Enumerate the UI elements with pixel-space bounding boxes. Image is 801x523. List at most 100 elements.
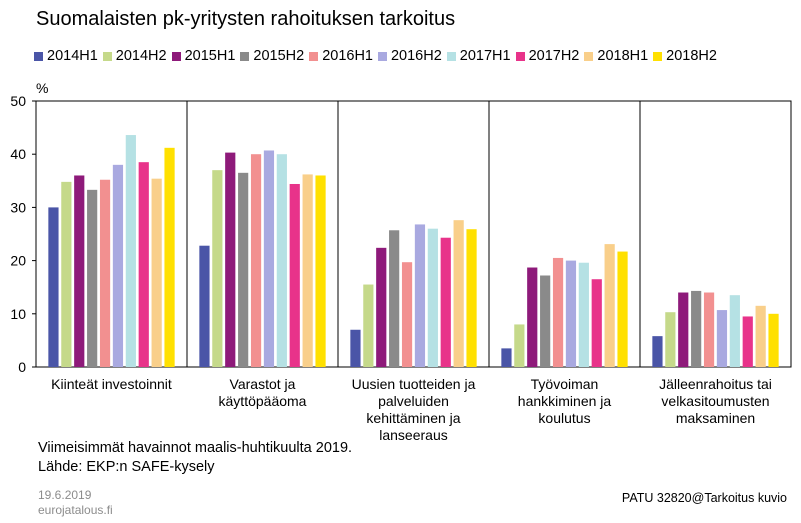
legend-label: 2018H1 [597,48,649,64]
bar-2014h2-cat3 [363,284,374,367]
legend: 2014H1 2014H2 2015H1 2015H2 2016H1 2016H2 2017… [34,48,722,64]
bar-2018h1-cat5 [755,305,766,367]
category-label: Työvoiman hankkiminen ja koulutus [490,376,640,427]
bar-2018h2-cat5 [768,313,779,367]
plot-frame [35,100,792,368]
bar-2016h2-cat5 [716,310,728,367]
bar-2016h1-cat2 [250,154,262,367]
bar-2018h2-cat2 [315,175,326,367]
legend-item: 2015H1 [171,48,235,64]
bar-2016h2-cat2 [263,150,275,367]
category-label-line: lanseeraus [379,427,448,443]
category-label: Kiinteät investoinnit [37,376,187,393]
bar-2017h2-cat1 [138,162,149,367]
site-name: eurojatalous.fi [38,503,113,517]
bar-2015h2-cat2 [238,172,249,367]
bar-2017h2-cat3 [440,237,451,367]
y-tick-label: 50 [10,93,26,109]
bar-2018h2-cat3 [466,229,477,367]
bar-2015h1-cat4 [527,267,538,367]
bar-2018h1-cat2 [302,174,313,367]
legend-swatch [34,51,43,61]
bar-2014h1-cat1 [48,207,59,367]
legend-item: 2015H2 [240,48,304,64]
legend-label: 2018H2 [666,48,717,64]
bar-2017h2-cat5 [742,316,753,367]
bar-2017h2-cat2 [289,183,300,367]
legend-swatch [240,51,250,61]
legend-item: 2014H1 [34,48,98,64]
bar-2018h1-cat3 [453,220,464,367]
publish-date: 19.6.2019 [38,488,92,502]
bar-2015h2-cat5 [691,290,702,367]
bar-2014h2-cat2 [212,170,223,367]
legend-item: 2018H1 [584,48,648,64]
legend-swatch [102,51,112,61]
bar-2017h1-cat4 [578,262,589,367]
bar-2018h2-cat4 [617,251,628,367]
bar-2015h2-cat4 [540,275,551,367]
bar-2014h2-cat5 [665,312,676,367]
bar-2017h1-cat1 [125,135,136,367]
bar-2014h2-cat1 [61,181,72,367]
y-tick-label: 20 [10,253,26,269]
chart-title: Suomalaisten pk-yritysten rahoituksen ta… [36,8,456,30]
bar-2015h1-cat3 [376,247,387,367]
bar-2014h1-cat2 [199,245,210,367]
y-tick-label: 40 [10,146,26,162]
category-label-line: koulutus [538,410,591,426]
bar-2018h2-cat1 [164,147,175,367]
bar-2018h1-cat4 [604,244,615,367]
category-label-line: palveluiden [378,393,449,409]
legend-label: 2015H2 [253,48,305,64]
y-tick-label: 30 [10,199,26,215]
footnote-observations: Viimeisimmät havainnot maalis-huhtikuult… [38,440,353,456]
legend-swatch [584,51,594,61]
legend-swatch [309,51,319,61]
category-label-line: maksaminen [675,410,756,426]
bar-2017h1-cat3 [427,228,438,367]
bar-2016h1-cat1 [99,179,111,367]
category-label-line: käyttöpääoma [218,393,307,409]
bar-2016h1-cat5 [703,292,715,367]
bar-2015h2-cat3 [389,230,400,367]
legend-item: 2016H1 [309,48,373,64]
category-label-line: Jälleenrahoitus tai [659,376,772,392]
bar-2016h1-cat3 [401,262,413,367]
bar-2014h1-cat4 [501,348,512,367]
legend-swatch [446,51,456,61]
y-tick-label: 10 [10,306,26,322]
legend-label: 2017H1 [459,48,511,64]
bar-2016h2-cat4 [565,260,577,367]
bar-2017h1-cat5 [729,295,740,367]
legend-swatch [653,51,663,61]
category-label: Uusien tuotteiden ja palveluiden kehittämi… [339,376,489,444]
legend-item: 2018H2 [653,48,717,64]
category-label-line: hankkiminen ja [517,393,612,409]
category-label-line: Varastot ja [229,376,296,392]
bar-2016h1-cat4 [552,257,564,367]
category-label-line: Kiinteät investoinnit [51,376,172,392]
bar-2015h1-cat5 [678,292,689,367]
bar-2015h2-cat1 [87,189,98,367]
legend-label: 2016H2 [390,48,442,64]
bar-2016h2-cat3 [414,224,426,367]
category-label: Varastot ja käyttöpääoma [188,376,338,410]
bar-2014h1-cat5 [652,336,663,367]
bar-2015h1-cat1 [74,175,85,367]
legend-label: 2016H1 [322,48,373,64]
legend-label: 2014H1 [47,48,98,64]
y-axis-label: % [36,80,49,96]
legend-item: 2014H2 [102,48,167,64]
bar-2014h1-cat3 [350,329,361,367]
bar-2018h1-cat1 [151,178,162,367]
category-label-line: Työvoiman [530,376,599,392]
footnote-source: Lähde: EKP:n SAFE-kysely [38,459,215,475]
legend-label: 2014H2 [115,48,167,64]
legend-swatch [377,51,387,61]
bar-2017h2-cat4 [591,279,602,367]
legend-item: 2016H2 [377,48,442,64]
legend-label: 2017H2 [528,48,580,64]
category-label-line: kehittäminen ja [366,410,461,426]
